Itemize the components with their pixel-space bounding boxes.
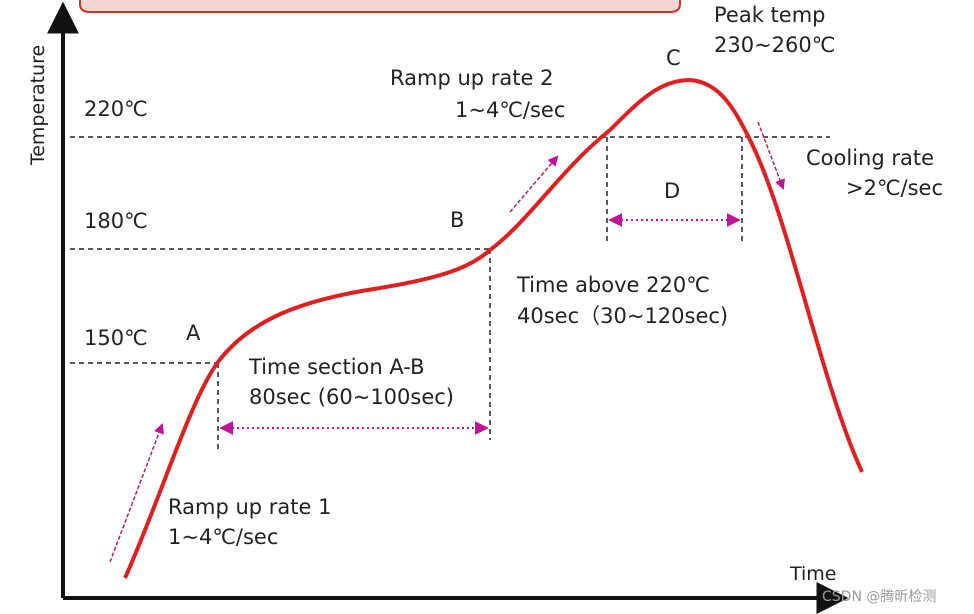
point-label: D bbox=[664, 179, 680, 203]
annotation: Time above 220℃ bbox=[516, 273, 710, 297]
annotation: Time section A-B bbox=[248, 355, 425, 379]
annotation: Ramp up rate 1 bbox=[168, 495, 331, 519]
x-label: Time bbox=[789, 563, 837, 585]
point-label: C bbox=[666, 46, 681, 70]
annotation: Peak temp bbox=[714, 3, 825, 27]
annotation: >2℃/sec bbox=[846, 176, 943, 200]
annotation: 1~4℃/sec bbox=[168, 525, 278, 549]
annotation: 40sec（30~120sec) bbox=[517, 304, 728, 328]
level: 150℃ bbox=[84, 326, 148, 350]
point-label: A bbox=[186, 321, 201, 345]
annotation: 80sec (60~100sec) bbox=[249, 385, 454, 409]
annotation: 1~4℃/sec bbox=[455, 98, 565, 122]
y-label: Temperature bbox=[27, 45, 49, 166]
level: 220℃ bbox=[84, 97, 148, 121]
annotation: Cooling rate bbox=[806, 146, 934, 170]
level: 180℃ bbox=[84, 209, 148, 233]
annotation: 230~260℃ bbox=[714, 33, 835, 57]
top-box bbox=[79, 0, 681, 13]
watermark: CSDN @腾昕检测 bbox=[822, 588, 936, 605]
guides bbox=[70, 121, 830, 563]
profile-curve bbox=[123, 77, 864, 579]
annotation: Ramp up rate 2 bbox=[390, 66, 553, 90]
point-label: B bbox=[450, 208, 464, 232]
